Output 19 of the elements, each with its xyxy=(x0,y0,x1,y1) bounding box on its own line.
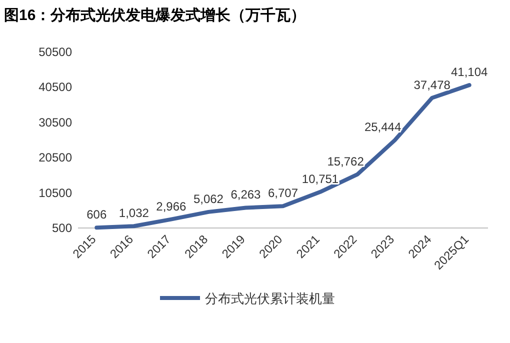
data-label: 5,062 xyxy=(193,192,224,206)
data-label: 37,478 xyxy=(414,78,451,92)
legend-label: 分布式光伏累计装机量 xyxy=(205,291,335,306)
data-label: 6,263 xyxy=(230,188,262,202)
data-label: 6,707 xyxy=(268,186,298,200)
y-tick-label: 30500 xyxy=(38,115,72,130)
data-label: 606 xyxy=(86,208,107,222)
data-label: 15,762 xyxy=(327,154,364,168)
data-label: 25,444 xyxy=(364,120,402,134)
data-label: 41,104 xyxy=(451,65,488,80)
y-tick-label: 40500 xyxy=(38,80,72,94)
data-label: 10,751 xyxy=(302,172,339,186)
y-tick-label: 500 xyxy=(52,221,72,235)
chart-title: 图16：分布式光伏发电爆发式增长（万千瓦） xyxy=(4,7,306,24)
y-tick-label: 20500 xyxy=(38,150,72,165)
y-tick-label: 50500 xyxy=(38,45,72,59)
data-label: 1,032 xyxy=(118,206,150,220)
y-tick-label: 10500 xyxy=(38,186,72,200)
data-label: 2,966 xyxy=(156,199,187,214)
